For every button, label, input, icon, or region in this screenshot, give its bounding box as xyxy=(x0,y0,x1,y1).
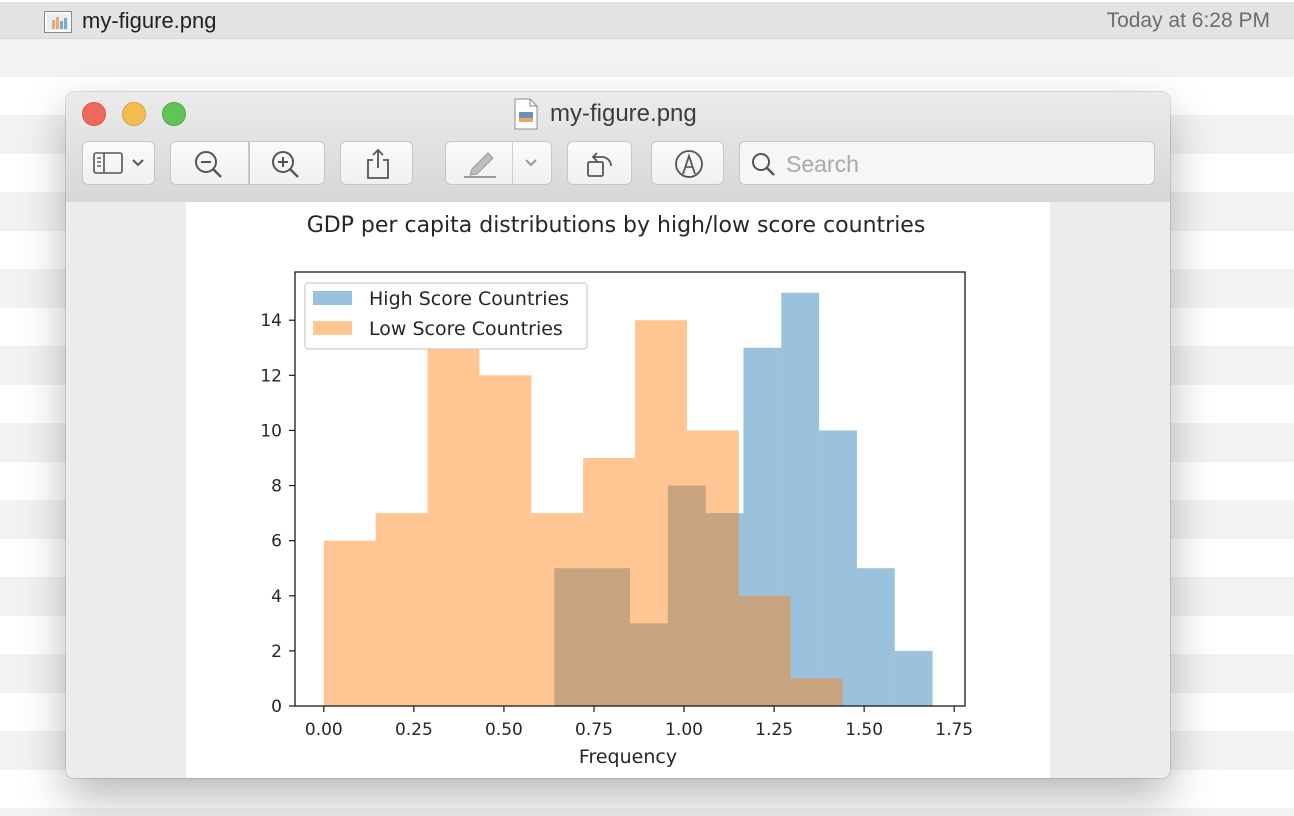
y-tick-label: 12 xyxy=(260,366,282,386)
bar-high-score-countries-2 xyxy=(630,623,668,706)
x-tick-label: 1.25 xyxy=(755,720,793,740)
x-tick-label: 1.00 xyxy=(665,720,703,740)
zoom-in-button[interactable] xyxy=(249,141,325,185)
zoom-out-button[interactable] xyxy=(170,141,249,185)
share-icon xyxy=(367,148,389,179)
bar-low-score-countries-8 xyxy=(738,595,791,706)
x-tick-label: 0.00 xyxy=(305,720,343,740)
highlighter-icon xyxy=(464,152,496,178)
y-tick-label: 0 xyxy=(271,697,282,717)
image-file-icon xyxy=(44,11,72,38)
sidebar-toggle-button[interactable] xyxy=(82,141,155,185)
legend-label: Low Score Countries xyxy=(369,318,563,340)
bar-low-score-countries-6 xyxy=(635,320,687,706)
x-axis: 0.00 0.25 0.50 0.75 1.00 1.25 1.50 1.75 xyxy=(305,706,973,740)
image-canvas: GDP per capita distributions by high/low… xyxy=(186,202,1050,778)
search-input[interactable] xyxy=(784,148,1148,180)
legend-swatch xyxy=(313,321,352,335)
x-tick-label: 0.75 xyxy=(575,720,613,740)
bar-low-score-countries-1 xyxy=(375,513,428,706)
x-axis-label: Frequency xyxy=(579,746,677,768)
legend-label: High Score Countries xyxy=(369,288,569,310)
x-tick-label: 0.25 xyxy=(395,720,433,740)
histogram-chart: GDP per capita distributions by high/low… xyxy=(260,213,973,768)
legend-swatch xyxy=(313,291,352,305)
y-tick-label: 8 xyxy=(271,477,282,497)
window-title: my-figure.png xyxy=(550,100,697,127)
file-name: my-figure.png xyxy=(82,8,217,33)
bar-high-score-countries-5 xyxy=(743,347,782,706)
close-window-button[interactable] xyxy=(82,102,106,126)
y-tick-label: 4 xyxy=(271,587,282,607)
search-field[interactable] xyxy=(739,141,1155,185)
zoom-in-icon xyxy=(272,151,299,178)
bar-high-score-countries-1 xyxy=(592,568,630,706)
bar-high-score-countries-8 xyxy=(856,568,895,706)
y-axis: 0 2 4 6 8 10 12 14 xyxy=(260,311,295,717)
legend-box xyxy=(304,282,588,350)
document-proxy-icon[interactable] xyxy=(513,98,539,135)
bar-low-score-countries-9 xyxy=(790,678,843,706)
y-tick-label: 2 xyxy=(271,642,282,662)
y-tick-label: 10 xyxy=(260,421,282,441)
chart-title: GDP per capita distributions by high/low… xyxy=(307,213,926,238)
preview-window: my-figure.png xyxy=(66,92,1170,778)
x-tick-label: 1.75 xyxy=(935,720,973,740)
bar-low-score-countries-0 xyxy=(323,540,376,706)
bar-low-score-countries-4 xyxy=(531,513,584,706)
bar-high-score-countries-9 xyxy=(894,650,933,706)
bars-layer xyxy=(323,292,933,706)
y-tick-label: 14 xyxy=(260,311,282,331)
file-info-bar: my-figure.png Today at 6:28 PM xyxy=(0,2,1294,39)
modified-timestamp: Today at 6:28 PM xyxy=(1106,9,1270,32)
zoom-window-button[interactable] xyxy=(162,102,186,126)
rotate-left-icon xyxy=(587,152,612,177)
button-divider xyxy=(512,142,513,184)
bar-low-score-countries-5 xyxy=(583,458,636,706)
window-titlebar[interactable]: my-figure.png xyxy=(66,92,1170,203)
zoom-out-icon xyxy=(195,151,222,178)
chevron-down-icon xyxy=(132,159,144,167)
sidebar-icon xyxy=(93,152,123,174)
bar-low-score-countries-2 xyxy=(427,347,480,706)
bar-low-score-countries-7 xyxy=(686,430,739,706)
search-icon xyxy=(752,153,775,176)
rotate-button[interactable] xyxy=(567,141,632,185)
x-tick-label: 0.50 xyxy=(485,720,523,740)
markup-pen-icon xyxy=(675,150,703,178)
highlight-button[interactable] xyxy=(445,141,552,185)
bar-high-score-countries-3 xyxy=(667,485,706,706)
bar-high-score-countries-4 xyxy=(705,513,744,706)
markup-toolbar-button[interactable] xyxy=(651,141,724,185)
chevron-down-icon xyxy=(525,159,537,167)
bar-low-score-countries-3 xyxy=(479,375,532,706)
document-view[interactable]: GDP per capita distributions by high/low… xyxy=(66,202,1170,778)
bar-high-score-countries-0 xyxy=(554,568,593,706)
legend: High Score Countries Low Score Countries xyxy=(304,282,588,350)
plot-frame xyxy=(294,271,966,707)
minimize-window-button[interactable] xyxy=(122,102,146,126)
bar-high-score-countries-6 xyxy=(781,292,820,706)
y-tick-label: 6 xyxy=(271,532,282,552)
bar-high-score-countries-7 xyxy=(819,430,857,706)
share-button[interactable] xyxy=(340,141,413,185)
x-tick-label: 1.50 xyxy=(845,720,883,740)
